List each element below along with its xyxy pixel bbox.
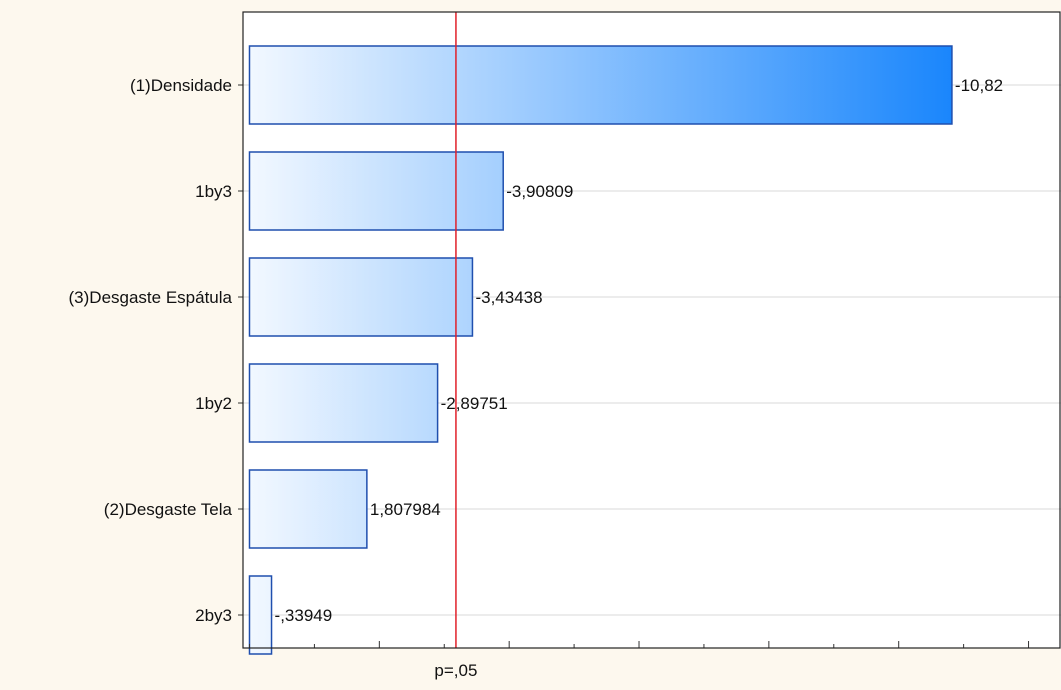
data-label: -,33949: [275, 606, 333, 625]
data-label: 1,807984: [370, 500, 441, 519]
category-label: (1)Densidade: [130, 76, 232, 95]
data-label: -3,90809: [506, 182, 573, 201]
category-label: (2)Desgaste Tela: [104, 500, 233, 519]
category-label: 2by3: [195, 606, 232, 625]
data-label: -3,43438: [475, 288, 542, 307]
category-label: 1by2: [195, 394, 232, 413]
category-label: (3)Desgaste Espátula: [69, 288, 233, 307]
bar: [248, 363, 439, 443]
plot-frame: [242, 11, 1061, 649]
bar: [248, 151, 504, 231]
data-label: -10,82: [955, 76, 1003, 95]
category-label: 1by3: [195, 182, 232, 201]
bar: [248, 45, 953, 125]
bar: [248, 575, 273, 655]
bar: [248, 257, 474, 337]
data-label: -2,89751: [441, 394, 508, 413]
reference-line-label: p=,05: [434, 661, 477, 680]
bar: [248, 469, 368, 549]
